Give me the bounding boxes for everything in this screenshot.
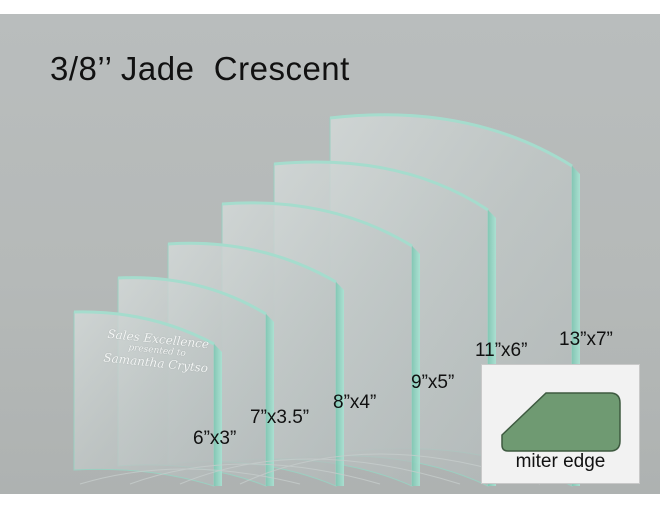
crescent-award-lineup [73,113,580,487]
size-label-6x3: 6”x3” [193,428,237,449]
size-label-8x4: 8”x4” [333,392,377,413]
page-title: 3/8’’ Jade Crescent [50,50,350,87]
award-6x3 [73,310,222,487]
size-label-13x7: 13”x7” [559,329,613,350]
miter-edge-label: miter edge [515,451,606,472]
size-label-11x6: 11”x6” [475,340,528,361]
product-stage: 3/8’’ Jade Crescent [0,14,660,494]
miter-edge-profile [501,392,621,452]
miter-edge-inset: miter edge [481,364,640,484]
size-label-7x3-5: 7”x3.5” [250,407,310,428]
size-label-9x5: 9”x5” [411,372,455,393]
